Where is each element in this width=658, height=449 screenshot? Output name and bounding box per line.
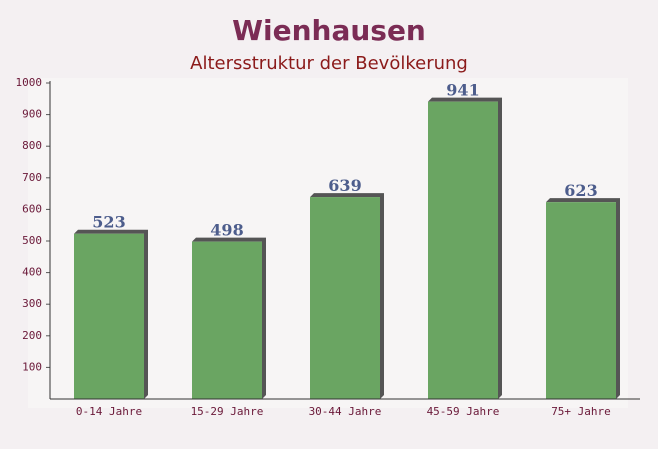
bar xyxy=(74,233,144,399)
y-tick-label: 100 xyxy=(22,360,42,373)
y-tick-label: 600 xyxy=(22,202,42,215)
value-label: 639 xyxy=(328,176,361,195)
y-tick-label: 500 xyxy=(22,234,42,247)
chart-subtitle: Altersstruktur der Bevölkerung xyxy=(190,53,468,74)
x-tick-label: 0-14 Jahre xyxy=(76,405,142,418)
y-tick-label: 800 xyxy=(22,139,42,152)
value-label: 498 xyxy=(210,221,243,240)
bar xyxy=(310,197,380,399)
x-tick-label: 75+ Jahre xyxy=(551,405,611,418)
chart-title: Wienhausen xyxy=(232,14,426,47)
value-label: 523 xyxy=(92,213,125,232)
y-tick-label: 400 xyxy=(22,266,42,279)
y-tick-label: 200 xyxy=(22,329,42,342)
x-tick-label: 45-59 Jahre xyxy=(427,405,500,418)
value-label: 941 xyxy=(446,81,479,100)
value-label: 623 xyxy=(564,181,597,200)
y-tick-label: 1000 xyxy=(16,76,43,89)
x-tick-label: 15-29 Jahre xyxy=(191,405,264,418)
bar xyxy=(192,241,262,399)
bar xyxy=(428,101,498,400)
x-tick-label: 30-44 Jahre xyxy=(309,405,382,418)
y-tick-label: 900 xyxy=(22,108,42,121)
y-tick-label: 300 xyxy=(22,297,42,310)
bar xyxy=(546,202,616,399)
y-tick-label: 700 xyxy=(22,171,42,184)
